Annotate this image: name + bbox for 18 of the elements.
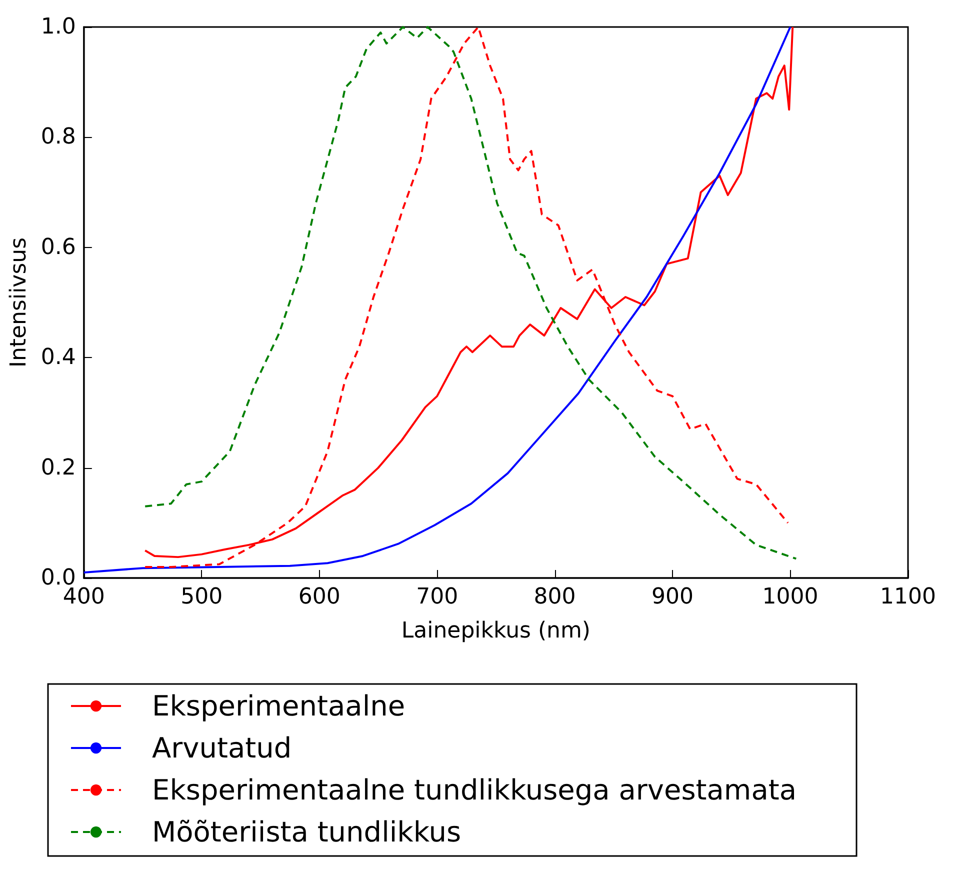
legend-label: Eksperimentaalne tundlikkusega arvestamata — [152, 774, 797, 806]
legend-label: Eksperimentaalne — [152, 690, 406, 722]
x-tick-label: 1100 — [880, 584, 936, 610]
legend-label: Mõõteriista tundlikkus — [152, 816, 462, 848]
x-tick-label: 900 — [652, 584, 694, 610]
y-axis-title: Intensiivsus — [6, 237, 32, 368]
x-tick-label: 1000 — [762, 584, 818, 610]
x-tick-label: 800 — [534, 584, 576, 610]
y-tick-label: 0.8 — [40, 124, 76, 150]
x-tick-label: 500 — [180, 584, 223, 610]
x-tick-label: 700 — [416, 584, 458, 610]
y-tick-label: 0.6 — [40, 234, 76, 260]
x-tick-label: 600 — [298, 584, 340, 610]
x-axis-title: Lainepikkus (nm) — [401, 618, 591, 644]
y-tick-label: 0.4 — [40, 345, 76, 370]
y-tick-label: 0.2 — [40, 455, 76, 480]
legend-label: Arvutatud — [152, 732, 292, 764]
y-tick-label: 1.0 — [40, 14, 76, 40]
